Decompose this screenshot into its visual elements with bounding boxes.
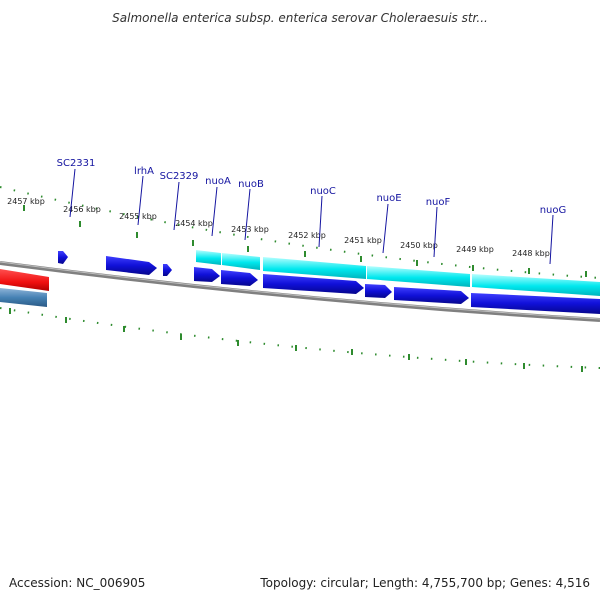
gene-label: nuoE [376, 193, 401, 204]
cds-nuoB[interactable] [221, 270, 258, 286]
cds-nuoG[interactable] [471, 293, 600, 314]
feature-red[interactable] [0, 269, 49, 291]
cds-SC2329[interactable] [163, 264, 172, 276]
scale-label: 2453 kbp [231, 225, 269, 234]
map-title: Salmonella enterica subsp. enterica sero… [112, 11, 488, 25]
genome-backbone-highlight [0, 261, 600, 320]
scale-label: 2451 kbp [344, 236, 382, 245]
gene-label: nuoA [205, 176, 231, 187]
scale-label: 2448 kbp [512, 249, 550, 258]
gene-feature-nuoF-nuoG[interactable] [472, 274, 600, 296]
feature-steel-blue[interactable] [0, 288, 47, 307]
topology-label: Topology: circular; Length: 4,755,700 bp… [260, 576, 590, 590]
gene-label-lines [69, 168, 554, 265]
genome-backbone [0, 261, 600, 322]
reverse-cds-track [194, 267, 600, 314]
scale-label: 2457 kbp [7, 197, 45, 206]
gene-label: lrhA [134, 166, 154, 177]
inner-tick-dots [0, 307, 600, 369]
gene-feature-nuoE[interactable] [367, 266, 470, 287]
cds-lrhA[interactable] [106, 256, 157, 275]
scale-label: 2452 kbp [288, 231, 326, 240]
inner-tick-ring [0, 307, 600, 372]
gene-feature-track [196, 250, 600, 296]
cds-nuoF[interactable] [394, 287, 469, 304]
cds-nuoA[interactable] [194, 267, 220, 282]
accession-label: Accession: NC_006905 [9, 576, 146, 590]
cds-SC2331[interactable] [58, 251, 68, 264]
gene-label: SC2331 [57, 158, 96, 169]
gene-labels: SC2331 lrhA SC2329 nuoA nuoB nuoC nuoE n… [57, 158, 567, 216]
gene-feature-nuoA[interactable] [196, 250, 221, 265]
scale-label: 2454 kbp [175, 219, 213, 228]
gene-label: SC2329 [160, 171, 199, 182]
gene-label: nuoB [238, 179, 264, 190]
outer-tick-ring [0, 186, 600, 279]
scale-label: 2449 kbp [456, 245, 494, 254]
forward-cds-track [58, 251, 172, 276]
scale-label: 2450 kbp [400, 241, 438, 250]
gene-label: nuoC [310, 186, 336, 197]
gene-feature-nuoB[interactable] [222, 253, 260, 270]
cds-nuoE[interactable] [365, 284, 392, 298]
gene-label: nuoF [426, 197, 451, 208]
gene-feature-nuoC[interactable] [263, 257, 366, 279]
scale-label: 2455 kbp [119, 212, 157, 221]
outer-major-ticks [23, 205, 587, 277]
scale-labels: 2457 kbp 2456 kbp 2455 kbp 2454 kbp 2453… [7, 197, 550, 258]
gene-label: nuoG [540, 205, 567, 216]
left-features [0, 269, 49, 307]
inner-major-ticks [9, 308, 583, 372]
scale-label: 2456 kbp [63, 205, 101, 214]
cds-nuoC[interactable] [263, 274, 364, 294]
